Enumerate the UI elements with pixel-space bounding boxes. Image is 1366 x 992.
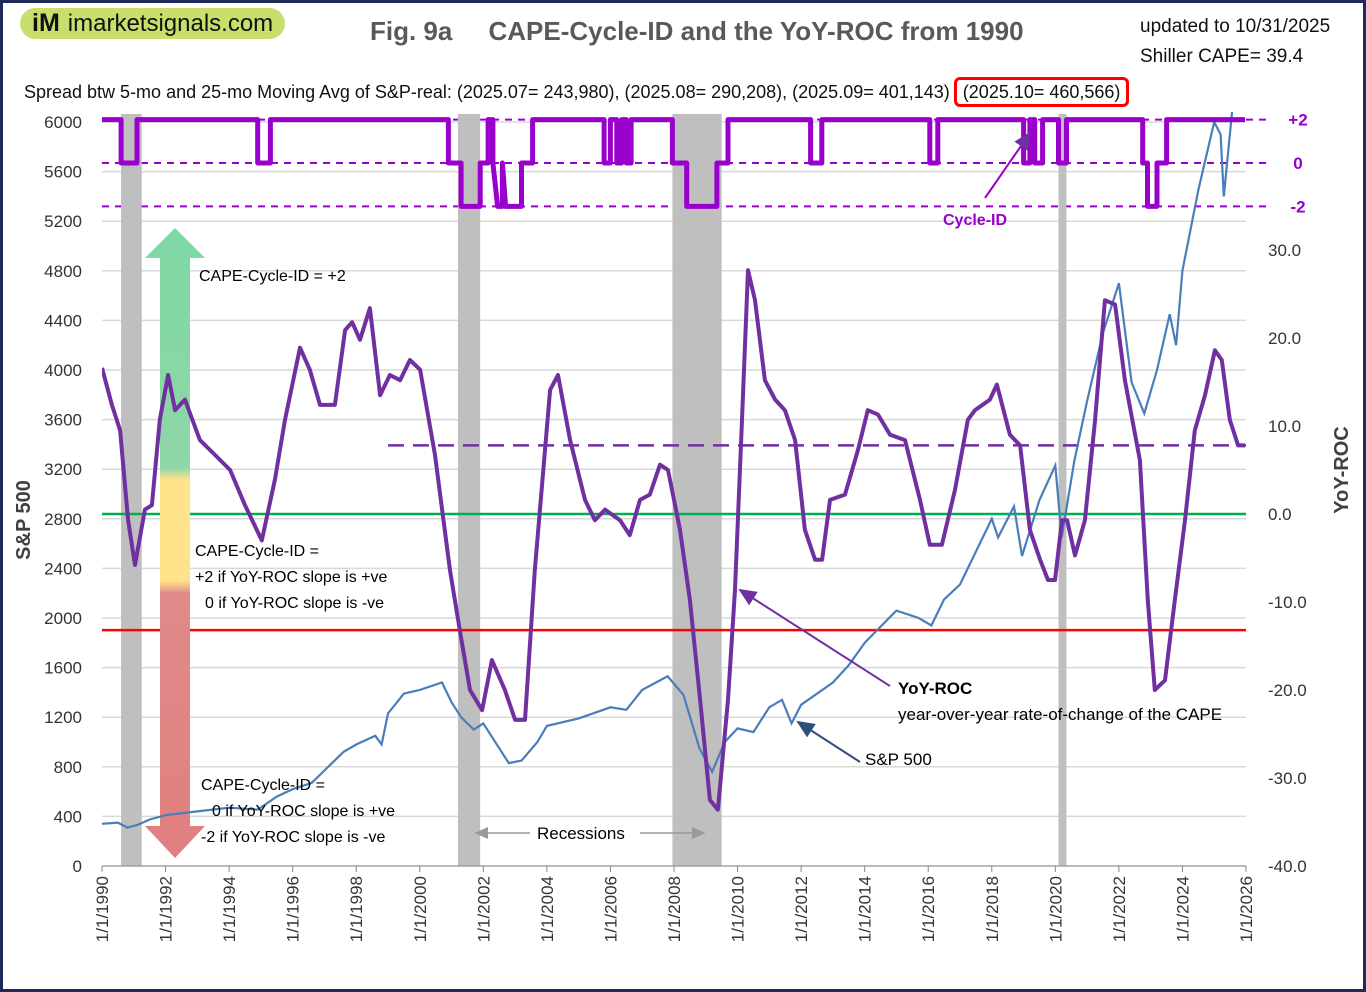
y-axis-label-right: YoY-ROC [1331,426,1353,513]
y-tick-label-left: 800 [54,758,82,777]
sp500-line [102,112,1234,829]
y-tick-label-left: 6000 [44,113,82,132]
logo-text: imarketsignals.com [67,9,274,37]
annotation-cape-plus2: CAPE-Cycle-ID = +2 [199,268,346,285]
yoy-pointer [738,588,891,687]
cycle-tick-label: 0 [1293,154,1302,173]
x-tick-label: 1/1/1990 [93,876,112,942]
y-tick-label-left: 1200 [44,708,82,727]
cycle-tick-label: +2 [1288,111,1307,130]
logo: iM imarketsignals.com [20,8,286,39]
cycle-id-pointer [984,131,1032,199]
x-tick-label: 1/1/1998 [347,876,366,942]
y-tick-label-left: 5200 [44,212,82,231]
x-tick-label: 1/1/2024 [1173,876,1192,942]
y-tick-label-left: 2800 [44,510,82,529]
cycle-tick-label: -2 [1290,197,1305,216]
annotation-cycle-id: Cycle-ID [943,212,1007,229]
y-tick-label-right: 10.0 [1268,417,1301,436]
x-tick-label: 1/1/2018 [983,876,1002,942]
chart-title: Fig. 9a CAPE-Cycle-ID and the YoY-ROC fr… [370,16,1024,46]
cycle-id-line [102,117,1245,209]
y-tick-label-left: 2000 [44,609,82,628]
shiller-cape: Shiller CAPE= 39.4 [1140,46,1304,67]
x-tick-label: 1/1/2026 [1237,876,1256,942]
x-tick-label: 1/1/2006 [601,876,620,942]
x-tick-label: 1/1/2022 [1110,876,1129,942]
update-info: updated to 10/31/2025 Shiller CAPE= 39.4 [1140,12,1330,72]
x-tick-label: 1/1/2000 [411,876,430,942]
recession-bar [457,114,481,866]
annotation-sp500: S&P 500 [865,750,932,769]
y-tick-label-left: 4800 [44,262,82,281]
y-tick-label-left: 4000 [44,361,82,380]
annotation-cape-mid-3: 0 if YoY-ROC slope is -ve [205,595,384,612]
y-tick-label-left: 3200 [44,460,82,479]
y-tick-label-left: 4400 [44,311,82,330]
x-tick-label: 1/1/1996 [284,876,303,942]
y-tick-label-right: 20.0 [1268,329,1301,348]
x-tick-label: 1/1/2016 [919,876,938,942]
y-tick-label-right: -20.0 [1268,681,1307,700]
y-tick-label-left: 1600 [44,659,82,678]
y-axis-label-left: S&P 500 [13,480,35,560]
recession-bar [672,114,722,866]
annotation-cape-mid-1: CAPE-Cycle-ID = [195,543,319,560]
yoy-roc-line [102,268,1245,812]
y-tick-label-left: 0 [73,857,82,876]
annotation-yoy-desc: year-over-year rate-of-change of the CAP… [898,705,1222,724]
y-tick-label-right: -30.0 [1268,769,1307,788]
spread-values: Spread btw 5-mo and 25-mo Moving Avg of … [24,82,950,102]
x-tick-label: 1/1/2004 [538,876,557,942]
y-tick-label-right: 30.0 [1268,241,1301,260]
y-tick-label-left: 2400 [44,559,82,578]
y-tick-label-right: -10.0 [1268,593,1307,612]
annotation-cape-low-3: -2 if YoY-ROC slope is -ve [201,829,385,846]
x-tick-label: 1/1/2012 [792,876,811,942]
x-tick-label: 1/1/2020 [1046,876,1065,942]
x-tick-label: 1/1/1992 [157,876,176,942]
annotation-recessions: Recessions [537,824,625,843]
y-tick-label-left: 5600 [44,163,82,182]
spread-highlight: (2025.10= 460,566) [953,77,1130,107]
logo-mark: iM [32,9,60,37]
x-tick-label: 1/1/2008 [665,876,684,942]
x-tick-label: 1/1/2014 [856,876,875,942]
recession-bar [1058,114,1067,866]
sp500-pointer [796,720,861,763]
y-tick-label-left: 3600 [44,411,82,430]
cape-cycle-arrow [145,228,205,858]
updated-date: updated to 10/31/2025 [1140,16,1331,37]
annotation-cape-mid-2: +2 if YoY-ROC slope is +ve [195,569,388,586]
x-tick-label: 1/1/1994 [220,876,239,942]
y-tick-label-right: 0.0 [1268,505,1292,524]
annotation-cape-low-1: CAPE-Cycle-ID = [201,777,325,794]
x-tick-label: 1/1/2002 [474,876,493,942]
recession-bar [121,114,142,866]
x-tick-label: 1/1/2010 [729,876,748,942]
spread-text: Spread btw 5-mo and 25-mo Moving Avg of … [24,77,1130,107]
y-tick-label-left: 400 [54,807,82,826]
y-tick-label-right: -40.0 [1268,857,1307,876]
annotation-cape-low-2: 0 if YoY-ROC slope is +ve [212,803,395,820]
annotation-yoy-title: YoY-ROC [898,679,972,698]
